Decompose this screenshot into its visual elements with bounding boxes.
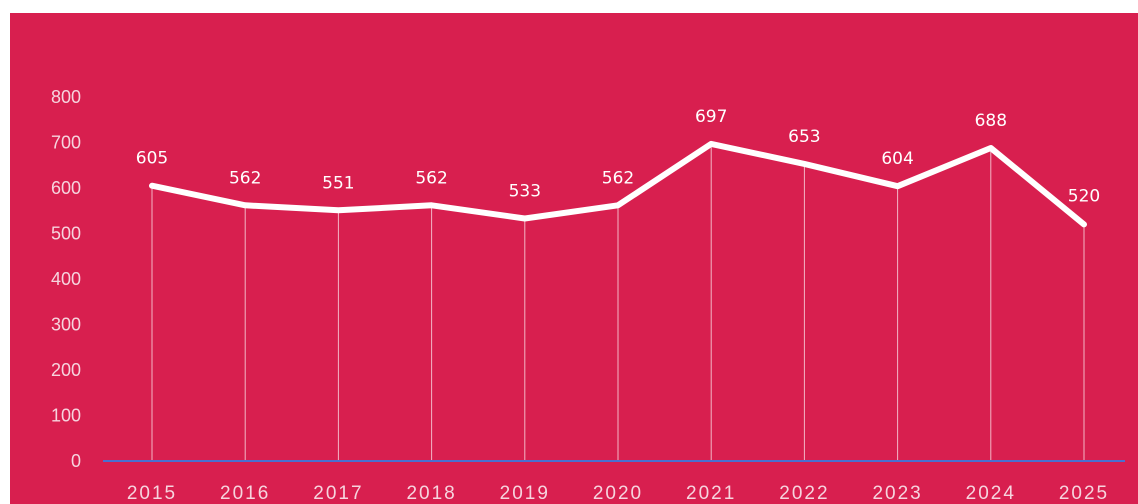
data-label: 605 bbox=[136, 149, 168, 169]
data-label: 688 bbox=[975, 111, 1007, 131]
data-label: 551 bbox=[322, 173, 354, 193]
y-tick-label: 200 bbox=[51, 360, 81, 380]
y-tick-label: 800 bbox=[51, 87, 81, 107]
data-label: 697 bbox=[695, 107, 727, 127]
data-label: 562 bbox=[415, 168, 447, 188]
chart-panel bbox=[10, 13, 1138, 504]
x-tick-label: 2021 bbox=[686, 483, 736, 504]
y-tick-label: 300 bbox=[51, 315, 81, 335]
y-tick-label: 500 bbox=[51, 224, 81, 244]
x-tick-label: 2016 bbox=[220, 483, 270, 504]
y-tick-label: 100 bbox=[51, 406, 81, 426]
x-tick-label: 2022 bbox=[779, 483, 829, 504]
data-label: 562 bbox=[229, 168, 261, 188]
data-labels: 605 562 551 562 533 562 697 653 604 688 520 bbox=[136, 107, 1100, 207]
series-line bbox=[149, 140, 1087, 228]
data-label: 520 bbox=[1068, 186, 1100, 206]
x-tick-label: 2024 bbox=[966, 483, 1016, 504]
y-tick-label: 0 bbox=[71, 451, 81, 471]
data-label: 533 bbox=[509, 181, 541, 201]
y-tick-label: 400 bbox=[51, 269, 81, 289]
x-tick-label: 2015 bbox=[127, 483, 177, 504]
x-tick-label: 2017 bbox=[313, 483, 363, 504]
x-tick-label: 2020 bbox=[593, 483, 643, 504]
x-tick-label: 2019 bbox=[500, 483, 550, 504]
x-axis-ticks: 2015 2016 2017 2018 2019 2020 2021 2022 2023 2024… bbox=[127, 483, 1109, 504]
x-tick-label: 2023 bbox=[872, 483, 922, 504]
y-tick-label: 600 bbox=[51, 178, 81, 198]
drop-lines bbox=[151, 143, 1085, 461]
x-tick-label: 2018 bbox=[406, 483, 456, 504]
y-tick-label: 700 bbox=[51, 133, 81, 153]
y-axis-ticks: 0 100 200 300 400 500 600 700 800 bbox=[51, 87, 81, 471]
x-tick-label: 2025 bbox=[1059, 483, 1109, 504]
data-label: 604 bbox=[881, 149, 913, 169]
data-label: 653 bbox=[788, 127, 820, 147]
data-label: 562 bbox=[602, 168, 634, 188]
